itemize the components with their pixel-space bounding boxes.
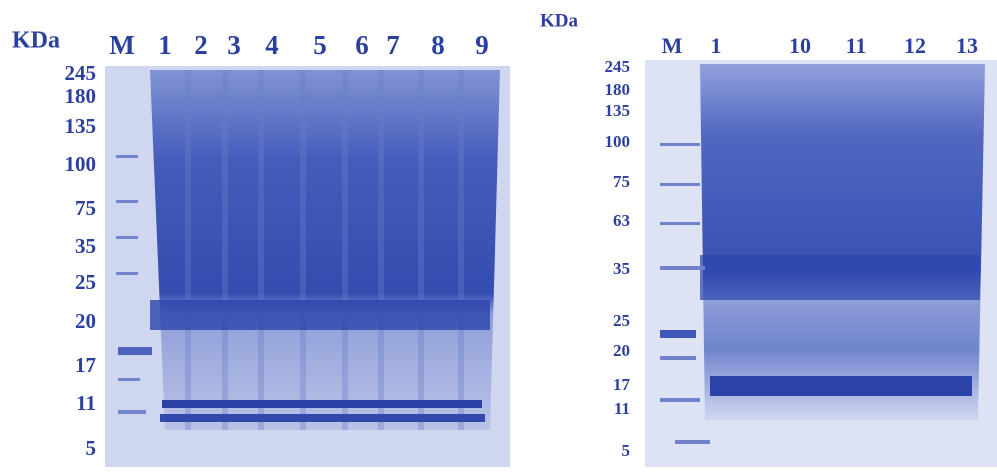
lane-label: 10 [789, 33, 811, 58]
lane-label: M [662, 33, 683, 58]
marker-label: 35 [613, 259, 630, 278]
band [700, 255, 980, 300]
marker-label: 11 [76, 391, 96, 415]
marker-label: 135 [65, 114, 97, 138]
lane-label: 5 [313, 30, 327, 60]
marker-label: 75 [75, 196, 96, 220]
unit-label: KDa [540, 10, 579, 31]
lane-smear [700, 64, 985, 420]
marker-label: 11 [614, 399, 630, 418]
lane-label: 11 [846, 33, 867, 58]
band [710, 376, 972, 396]
lane-label: 7 [386, 30, 400, 60]
marker-label: 100 [65, 152, 97, 176]
unit-label: KDa [12, 28, 60, 54]
marker-label: 17 [613, 375, 631, 394]
lane-label: 8 [431, 30, 445, 60]
marker-label: 5 [622, 441, 631, 460]
marker-label: 135 [605, 101, 631, 120]
band [150, 300, 490, 330]
marker-label: 20 [75, 309, 96, 333]
marker-label: 245 [65, 61, 97, 85]
lane-label: 1 [158, 30, 172, 60]
lane-label: 12 [904, 33, 926, 58]
marker-label: 100 [605, 132, 631, 151]
lane-label: 1 [711, 33, 722, 58]
marker-label: 63 [613, 211, 630, 230]
lane-label: 9 [475, 30, 489, 60]
lane-label: 2 [194, 30, 208, 60]
marker-label: 20 [613, 341, 630, 360]
lane-label: 13 [956, 33, 978, 58]
band [160, 414, 485, 422]
lane-label: 3 [227, 30, 241, 60]
gel-figure: KDaM1234567892451801351007535252017115KD… [0, 0, 997, 467]
gel-left [105, 66, 510, 467]
lane-label: 4 [265, 30, 279, 60]
lane-smear [150, 70, 500, 430]
marker-label: 17 [75, 353, 96, 377]
marker-label: 245 [605, 57, 631, 76]
marker-label: 25 [613, 311, 630, 330]
marker-label: 25 [75, 270, 96, 294]
marker-label: 75 [613, 172, 630, 191]
gel-right [645, 60, 997, 467]
lane-label: M [109, 30, 134, 60]
marker-label: 180 [65, 84, 97, 108]
lane-label: 6 [355, 30, 369, 60]
marker-label: 180 [605, 80, 631, 99]
marker-label: 35 [75, 234, 96, 258]
marker-label: 5 [86, 436, 97, 460]
band [162, 400, 482, 408]
